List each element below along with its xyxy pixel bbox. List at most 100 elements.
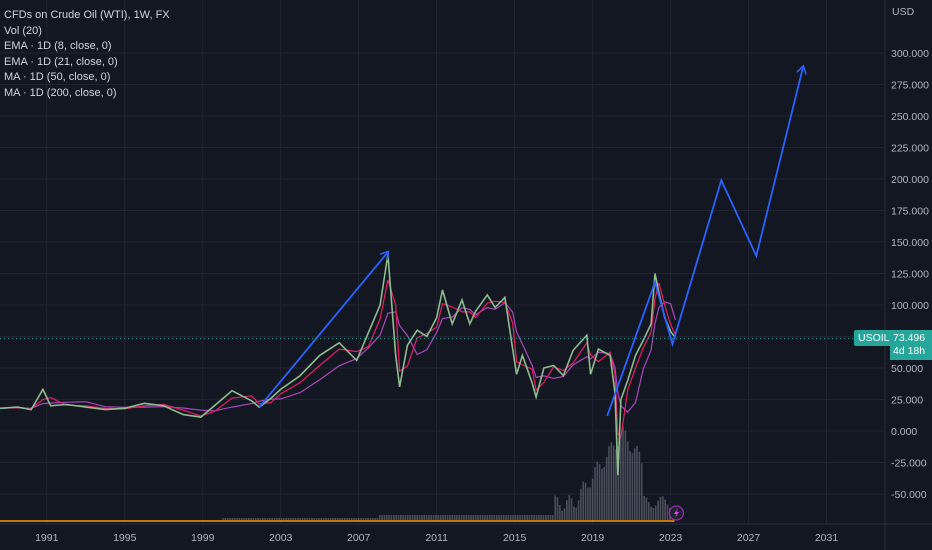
volume-bar (486, 515, 489, 520)
volume-bar (538, 515, 540, 520)
volume-bar (591, 478, 594, 520)
volume-bar (657, 500, 659, 520)
volume-bar (322, 518, 325, 520)
volume-bar (481, 515, 484, 520)
volume-bar (343, 518, 346, 520)
volume-bar (308, 518, 311, 520)
volume-bar (381, 515, 383, 520)
volume-bar (315, 518, 318, 520)
volume-bar (589, 487, 592, 520)
volume-bar (371, 518, 374, 520)
volume-bar (545, 515, 547, 520)
price-tick-label: 175.000 (891, 206, 929, 218)
time-tick-label: 2015 (503, 532, 527, 544)
volume-bar (521, 515, 524, 520)
price-tick-label: 0.000 (891, 426, 917, 438)
volume-bar (456, 515, 458, 520)
volume-bar (432, 515, 435, 520)
volume-bar (661, 496, 664, 520)
volume-bar (390, 515, 393, 520)
volume-bar (446, 515, 449, 520)
volume-bar (645, 497, 648, 520)
volume-bar (360, 518, 362, 520)
volume-bar (523, 515, 526, 520)
volume-bar (385, 515, 388, 520)
legend-vol[interactable]: Vol (20) (4, 24, 42, 37)
volume-bar (245, 518, 248, 520)
volume-bar (400, 515, 402, 520)
volume-bar (292, 518, 295, 520)
volume-bar (559, 505, 561, 520)
volume-bar (407, 515, 409, 520)
chart-grid (0, 0, 885, 524)
volume-bar (626, 441, 629, 520)
volume-bar (357, 518, 360, 520)
volume-bar (376, 518, 379, 520)
volume-bar (411, 515, 414, 520)
volume-bar (409, 515, 411, 520)
volume-bar (388, 515, 390, 520)
time-tick-label: 2023 (659, 532, 683, 544)
volume-bar (353, 518, 355, 520)
volume-bar (516, 515, 519, 520)
indicator-legend: CFDs on Crude Oil (WTI), 1W, FX Vol (20)… (4, 8, 170, 101)
volume-bar (495, 515, 498, 520)
volume-bar (231, 518, 234, 520)
volume-bar (470, 515, 472, 520)
legend-ema8[interactable]: EMA · 1D (8, close, 0) (4, 40, 112, 52)
volume-bar (573, 506, 575, 520)
volume-bar (294, 518, 297, 520)
volume-bar (334, 518, 337, 520)
volume-bar (647, 502, 650, 520)
volume-bar (313, 518, 316, 520)
flash-icon[interactable] (668, 505, 685, 521)
legend-ma50[interactable]: MA · 1D (50, close, 0) (4, 71, 111, 83)
volume-bar (442, 515, 444, 520)
volume-bar (336, 518, 339, 520)
volume-bar (402, 515, 404, 520)
volume-bar (507, 515, 510, 520)
volume-bar (378, 515, 381, 520)
currency-label[interactable]: USD (892, 6, 915, 18)
volume-bar (612, 445, 615, 520)
volume-bar (594, 467, 596, 520)
volume-bar (339, 518, 341, 520)
volume-bar (280, 518, 283, 520)
volume-bar (346, 518, 348, 520)
volume-bar (652, 507, 655, 520)
volume-bar (631, 452, 634, 520)
bar-countdown: 4d 18h (893, 345, 926, 357)
time-axis[interactable]: 1991 1995 1999 2003 2007 2011 2015 2019 2023 2027… (0, 523, 932, 544)
volume-bar (493, 515, 496, 520)
ema8-line (0, 279, 676, 439)
volume-bar (301, 518, 304, 520)
volume-bar (350, 518, 353, 520)
volume-bar (514, 515, 517, 520)
volume-bar (276, 518, 278, 520)
legend-ema21[interactable]: EMA · 1D (21, close, 0) (4, 55, 118, 68)
time-tick-label: 1991 (35, 532, 59, 544)
volume-bar (247, 518, 250, 520)
volume-bar (640, 463, 643, 520)
volume-bar (362, 518, 365, 520)
price-tick-label: 200.000 (891, 174, 929, 186)
volume-bar (226, 518, 229, 520)
volume-bar (266, 518, 269, 520)
volume-bar (283, 518, 285, 520)
price-tick-label: 225.000 (891, 143, 929, 155)
price-tick-label: -50.000 (891, 489, 927, 501)
volume-bar (444, 515, 447, 520)
flash-bolt (673, 508, 679, 518)
volume-bar (355, 518, 358, 520)
volume-bar (608, 446, 610, 520)
legend-ma200[interactable]: MA · 1D (200, close, 0) (4, 86, 117, 99)
price-axis[interactable]: 300.000 275.000 250.000 225.000 200.000 175.0… (884, 0, 929, 550)
legend-title[interactable]: CFDs on Crude Oil (WTI), 1W, FX (4, 9, 170, 21)
volume-bar (519, 515, 521, 520)
volume-bar (584, 482, 587, 520)
volume-bar (561, 510, 564, 520)
volume-bar (566, 500, 568, 520)
volume-bar (404, 515, 407, 520)
volume-bar (271, 518, 273, 520)
